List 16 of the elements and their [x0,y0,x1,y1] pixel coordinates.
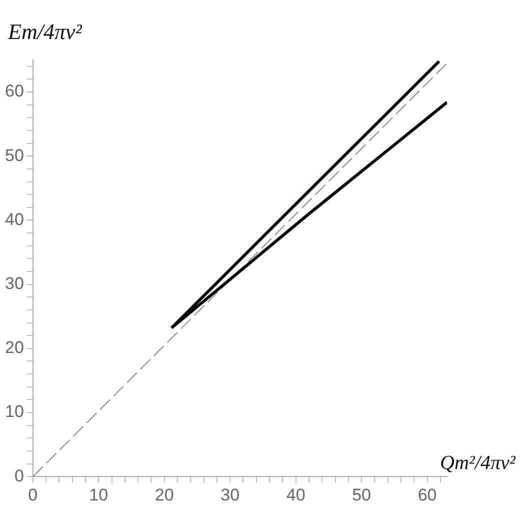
y-tick-label: 20 [4,338,24,358]
x-tick-label: 60 [418,485,437,504]
y-tick-label: 50 [4,146,24,165]
x-tick-label: 20 [154,485,174,504]
x-axis-title: Qm²/4πv² [440,452,516,474]
x-tick-label: 40 [286,485,306,504]
y-axis-title: Em/4πv² [8,19,82,44]
x-tick-label: 30 [220,485,240,504]
y-tick-label: 10 [4,402,24,422]
x-tick-label: 10 [89,485,108,504]
y-tick-label: 60 [4,82,24,101]
y-tick-label: 40 [4,210,24,229]
x-tick-label: 50 [352,485,372,504]
x-tick-label: 0 [28,485,38,504]
y-tick-label: 30 [4,274,24,294]
y-tick-label: 0 [14,466,24,486]
